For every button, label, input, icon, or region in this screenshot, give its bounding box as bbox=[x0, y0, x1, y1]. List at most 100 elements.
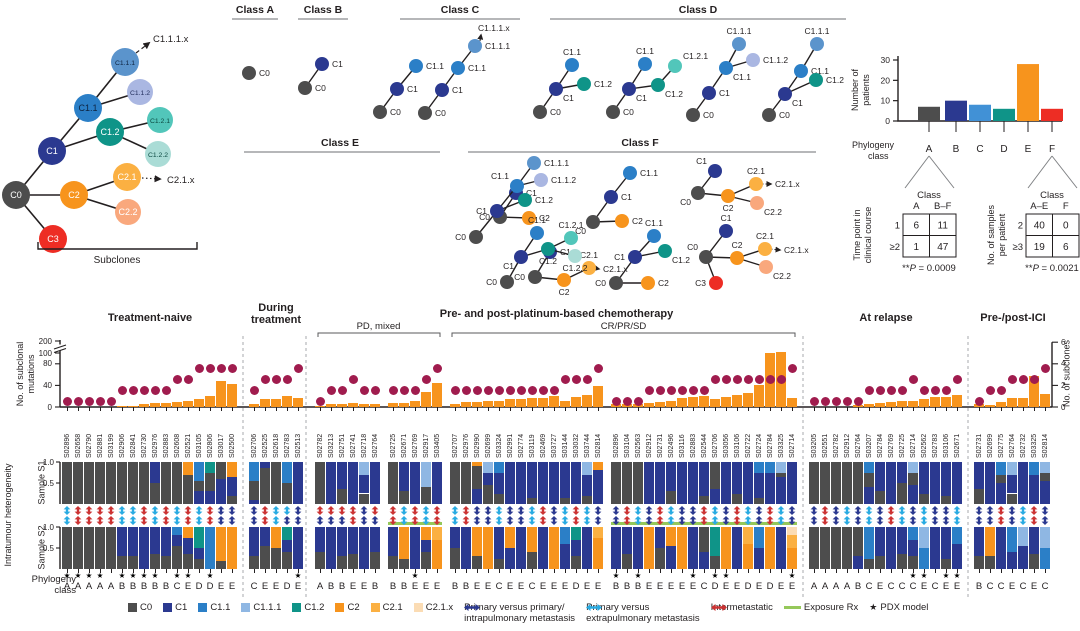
arrow-pair bbox=[95, 506, 105, 525]
metastasis-comparison-arrow bbox=[462, 515, 470, 525]
clone-fraction-c1 bbox=[930, 462, 940, 504]
clone-fraction-c0 bbox=[864, 472, 874, 488]
phylogeny-class-letter: A bbox=[107, 581, 115, 592]
metastasis-comparison-arrow bbox=[953, 515, 961, 525]
phylogeny-class-letter: A bbox=[96, 581, 104, 592]
arrow-pair bbox=[1029, 506, 1039, 525]
legend-label: C1 bbox=[175, 602, 188, 613]
s1-fraction-stack bbox=[483, 462, 493, 504]
class-tree-node-C0 bbox=[699, 250, 713, 264]
s2-fraction-stack bbox=[62, 527, 72, 569]
s1-fraction-stack bbox=[194, 462, 204, 504]
s1-fraction-stack bbox=[732, 462, 742, 504]
clone-fraction-c0 bbox=[84, 462, 94, 504]
arrow-glyph bbox=[898, 515, 906, 525]
arrow-glyph bbox=[389, 515, 397, 525]
sample-column: S02608 ★ C bbox=[172, 300, 182, 600]
metastasis-comparison-arrow bbox=[572, 506, 580, 515]
clone-fraction-c12 bbox=[205, 462, 215, 473]
axis-tick bbox=[154, 569, 156, 573]
subclone-node-label: C1 bbox=[46, 146, 58, 156]
axis-tick bbox=[989, 569, 991, 573]
axis-tick bbox=[956, 569, 958, 573]
s2-fraction-stack bbox=[644, 527, 654, 569]
clone-fraction-c1 bbox=[461, 527, 471, 569]
metastasis-comparison-arrow bbox=[700, 506, 708, 515]
legend-label: Primary versus extrapulmonary metastasis bbox=[586, 602, 700, 624]
clone-fraction-c1 bbox=[593, 470, 603, 504]
s1-fraction-stack bbox=[765, 462, 775, 504]
arrow-pair bbox=[593, 506, 603, 525]
axis-tick bbox=[637, 569, 639, 573]
sample-column: S02563 ★ B bbox=[633, 300, 643, 600]
clone-fraction-c0 bbox=[666, 491, 676, 504]
s2-fraction-stack bbox=[84, 527, 94, 569]
clone-fraction-c2 bbox=[472, 462, 482, 467]
subclonal-mutations-bar bbox=[260, 399, 270, 407]
sample-group-cr2: S02896 ★ B S03104 B S02563 ★ B S02912 E S02731 E S02… bbox=[611, 300, 797, 600]
sample-column: S02814 E bbox=[593, 300, 603, 600]
arrow-glyph bbox=[400, 506, 408, 515]
clone-fraction-c1 bbox=[421, 539, 431, 553]
class-tree-node-label: C1 bbox=[621, 192, 632, 202]
subclonal-mutations-bar bbox=[150, 403, 160, 407]
arrow-glyph bbox=[228, 515, 236, 525]
s2-fraction-stack bbox=[538, 527, 548, 569]
phylogeny-class-letter: A bbox=[810, 581, 818, 592]
axis-tick bbox=[110, 569, 112, 573]
table-class-header: Class bbox=[1040, 190, 1064, 201]
subclonal-mutations-bar bbox=[359, 403, 369, 407]
metastasis-comparison-arrow bbox=[184, 515, 192, 525]
arrow-glyph bbox=[85, 515, 93, 525]
clone-fraction-c1 bbox=[293, 462, 303, 504]
phylogeny-class-letter: B bbox=[854, 581, 862, 592]
arrow-glyph bbox=[74, 506, 82, 515]
axis-tick bbox=[121, 407, 123, 411]
metastasis-comparison-arrow bbox=[261, 515, 269, 525]
arrow-pair bbox=[1040, 506, 1050, 525]
phylogeny-class-letter: E bbox=[583, 581, 591, 592]
sample-id-label: S02724 bbox=[755, 433, 763, 458]
arrow-glyph bbox=[832, 515, 840, 525]
clone-fraction-c1 bbox=[886, 527, 896, 569]
s1-fraction-stack bbox=[582, 462, 592, 504]
class-header: Class E bbox=[321, 137, 359, 149]
n-subclones-dot bbox=[249, 385, 259, 395]
s1-fraction-stack bbox=[516, 462, 526, 504]
arrow-glyph bbox=[74, 515, 82, 525]
axis-tick bbox=[425, 407, 427, 411]
clone-fraction-c2 bbox=[183, 462, 193, 475]
clone-fraction-c0 bbox=[622, 462, 632, 504]
table-side-label: clinical course bbox=[863, 207, 873, 264]
axis-tick bbox=[414, 407, 416, 411]
axis-tick bbox=[780, 407, 782, 411]
arrow-glyph bbox=[953, 506, 961, 515]
table-pvalue: **P = 0.0009 bbox=[902, 263, 956, 274]
phylogeny-class-letter: A bbox=[74, 581, 82, 592]
axis-tick bbox=[520, 407, 522, 411]
metastasis-comparison-arrow bbox=[810, 515, 818, 525]
subclonal-mutations-bar bbox=[183, 400, 193, 407]
clone-fraction-c1 bbox=[732, 462, 742, 494]
s1-fraction-stack bbox=[1018, 462, 1028, 504]
clone-fraction-c1 bbox=[776, 476, 786, 504]
arrow-pair bbox=[326, 506, 336, 525]
class-tree-node-C2.1 bbox=[582, 261, 596, 275]
axis-tick bbox=[575, 407, 577, 411]
clone-fraction-c1 bbox=[721, 462, 731, 504]
arrow-glyph bbox=[623, 515, 631, 525]
class-tree-node-label: C2 bbox=[539, 213, 550, 223]
clone-fraction-c1 bbox=[908, 539, 918, 557]
arrow-glyph bbox=[821, 515, 829, 525]
s1-fraction-stack bbox=[864, 462, 874, 504]
legend-swatch-C1.2 bbox=[292, 603, 302, 612]
arrow-pair bbox=[699, 506, 709, 525]
clone-fraction-c2 bbox=[549, 527, 559, 569]
legend-item-C1.1: C1.1 bbox=[198, 602, 230, 613]
s2-fraction-stack bbox=[326, 527, 336, 569]
clone-fraction-c0 bbox=[399, 558, 409, 569]
table-class-header: Class bbox=[917, 190, 941, 201]
sample-id-label: S03144 bbox=[561, 433, 569, 458]
sample-group-cr1: S02707 B S02976 B S02990 E S02699 E S03324 C S0299… bbox=[450, 300, 603, 600]
clone-fraction-c1 bbox=[494, 472, 504, 494]
